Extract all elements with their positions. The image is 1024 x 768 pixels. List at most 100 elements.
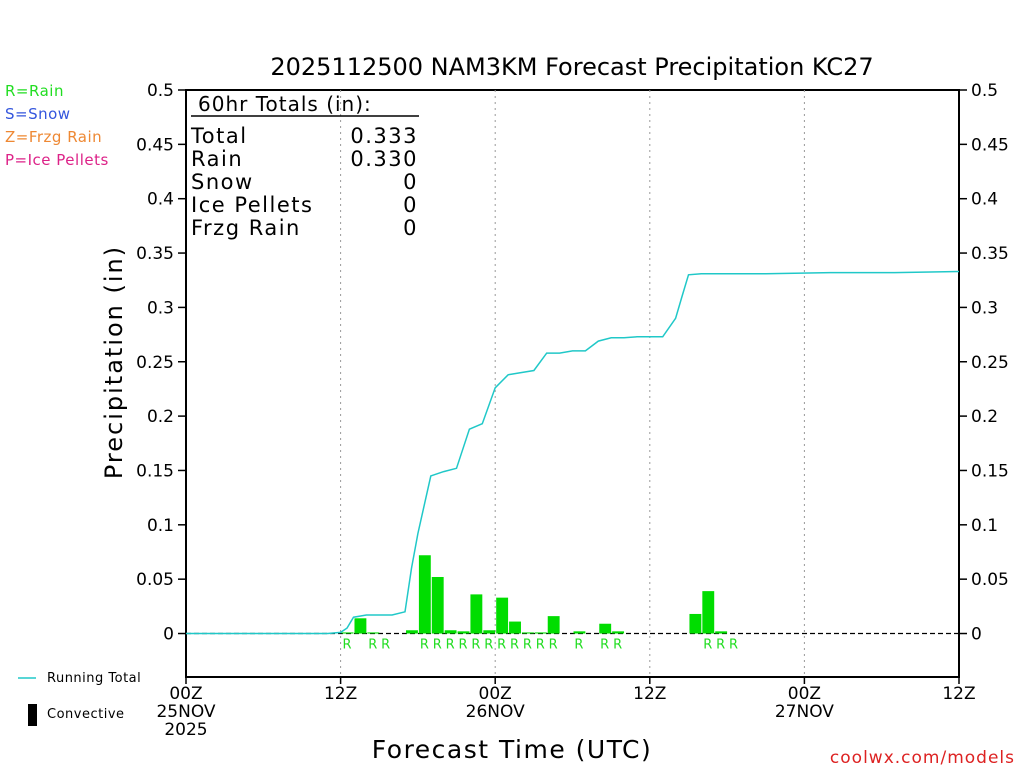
precip-bar-23h — [483, 630, 496, 634]
y-tick-label-right-0.1: 0.1 — [971, 516, 998, 536]
y-tick-label-left-0.35: 0.35 — [136, 244, 174, 264]
ptype-marker-26h: R — [523, 638, 532, 653]
x-tick-label-48h-0: 00Z — [788, 684, 821, 704]
y-tick-label-left-0.4: 0.4 — [147, 190, 174, 210]
precip-bar-27h — [534, 632, 547, 634]
x-tick-label-12h-0: 12Z — [324, 684, 357, 704]
ptype-marker-21h: R — [458, 638, 467, 653]
ptype-marker-22h: R — [471, 638, 480, 653]
y-axis-title: Precipitation (in) — [100, 245, 128, 479]
totals-label-frzg-rain: Frzg Rain — [191, 216, 301, 240]
y-tick-label-left-0.25: 0.25 — [136, 353, 174, 373]
y-tick-label-right-0.15: 0.15 — [971, 461, 1009, 481]
y-tick-label-left-0.05: 0.05 — [136, 570, 174, 590]
totals-box: 60hr Totals (in): Total 0.333 Rain 0.330 Sno… — [190, 92, 419, 240]
precip-bar-20h — [444, 630, 457, 634]
ptype-legend-z: Z=Frzg Rain — [5, 128, 102, 146]
totals-value-ice-pellets: 0 — [403, 193, 418, 217]
precip-bar-21h — [457, 631, 470, 634]
x-tick-label-36h-0: 12Z — [633, 684, 666, 704]
ptype-marker-27h: R — [536, 638, 545, 653]
y-tick-label-right-0: 0 — [971, 625, 982, 645]
credit-text: coolwx.com/models — [830, 748, 1015, 768]
y-tick-label-left-0.1: 0.1 — [147, 516, 174, 536]
precip-bar-41h — [715, 631, 728, 634]
ptype-marker-25h: R — [510, 638, 519, 653]
x-tick-label-24h-1: 26NOV — [466, 702, 525, 722]
ptype-marker-24h: R — [497, 638, 506, 653]
y-tick-label-left-0.15: 0.15 — [136, 461, 174, 481]
y-tick-label-left-0.5: 0.5 — [147, 81, 174, 101]
y-tick-label-right-0.3: 0.3 — [971, 298, 998, 318]
totals-heading: 60hr Totals (in): — [198, 92, 372, 116]
series-legend: Running Total Convective — [18, 671, 141, 726]
grid-layer — [340, 90, 805, 677]
y-tick-label-left-0.2: 0.2 — [147, 407, 174, 427]
ptype-marker-42h: R — [729, 638, 738, 653]
precip-bar-33h — [612, 631, 625, 634]
totals-label-rain: Rain — [191, 147, 243, 171]
precip-bar-19h — [431, 576, 444, 634]
x-tick-label-0h-0: 00Z — [169, 684, 202, 704]
precip-bar-26h — [521, 632, 534, 634]
ptype-legend: R=Rain S=Snow Z=Frzg Rain P=Ice Pellets — [5, 82, 109, 169]
totals-label-total: Total — [190, 124, 248, 148]
x-tick-label-0h-1: 25NOV — [156, 702, 215, 722]
ptype-marker-20h: R — [446, 638, 455, 653]
y-tick-label-right-0.35: 0.35 — [971, 244, 1009, 264]
y-tick-label-right-0.05: 0.05 — [971, 570, 1009, 590]
precip-bar-30h — [573, 631, 586, 634]
totals-label-snow: Snow — [191, 170, 254, 194]
ptype-marker-30h: R — [574, 638, 583, 653]
precip-bar-39h — [689, 613, 702, 634]
ptype-marker-12h: R — [343, 638, 352, 653]
x-axis-title: Forecast Time (UTC) — [372, 735, 652, 764]
ptype-marker-32h: R — [600, 638, 609, 653]
y-axis-right: 0 0.05 0.1 0.15 0.2 0.25 0.3 0.35 0.4 0.45 0.5 — [959, 81, 1009, 645]
ptype-marker-19h: R — [433, 638, 442, 653]
totals-value-frzg-rain: 0 — [403, 216, 418, 240]
x-tick-label-24h-0: 00Z — [479, 684, 512, 704]
running-total-layer — [186, 270, 960, 635]
ptype-marker-14h: R — [368, 638, 377, 653]
y-tick-label-left-0.45: 0.45 — [136, 135, 174, 155]
ptype-marker-18h: R — [420, 638, 429, 653]
x-tick-label-48h-1: 27NOV — [775, 702, 834, 722]
y-tick-label-right-0.4: 0.4 — [971, 190, 998, 210]
precip-bar-13h — [354, 618, 367, 634]
totals-value-snow: 0 — [403, 170, 418, 194]
ptype-marker-23h: R — [484, 638, 493, 653]
precip-bar-25h — [509, 621, 521, 634]
ptype-legend-r: R=Rain — [5, 82, 64, 100]
y-tick-label-right-0.2: 0.2 — [971, 407, 998, 427]
y-tick-label-left-0.3: 0.3 — [147, 298, 174, 318]
precip-bar-40h — [702, 591, 715, 634]
y-tick-label-left-0: 0 — [163, 625, 174, 645]
running-total-line — [186, 270, 960, 635]
ptype-marker-41h: R — [716, 638, 725, 653]
totals-label-ice-pellets: Ice Pellets — [191, 193, 313, 217]
ptype-marker-33h: R — [613, 638, 622, 653]
precip-bar-18h — [418, 555, 431, 634]
ptype-legend-s: S=Snow — [5, 105, 71, 123]
plot-frame — [185, 89, 960, 678]
precip-bar-17h — [406, 630, 418, 634]
precip-bar-32h — [599, 623, 612, 634]
ptype-legend-p: P=Ice Pellets — [5, 151, 109, 169]
ptype-marker-28h: R — [549, 638, 558, 653]
totals-value-rain: 0.330 — [350, 147, 418, 171]
precip-bar-12h — [341, 632, 354, 634]
legend-label-running-total: Running Total — [47, 671, 141, 686]
totals-value-total: 0.333 — [350, 124, 418, 148]
legend-label-convective: Convective — [47, 707, 125, 722]
y-tick-label-right-0.5: 0.5 — [971, 81, 998, 101]
y-tick-label-right-0.25: 0.25 — [971, 353, 1009, 373]
precip-bar-22h — [470, 594, 483, 634]
ptype-marker-40h: R — [703, 638, 712, 653]
precip-bar-24h — [496, 597, 509, 634]
y-tick-label-right-0.45: 0.45 — [971, 135, 1009, 155]
precip-bar-28h — [547, 616, 560, 634]
bars-layer — [341, 555, 728, 634]
